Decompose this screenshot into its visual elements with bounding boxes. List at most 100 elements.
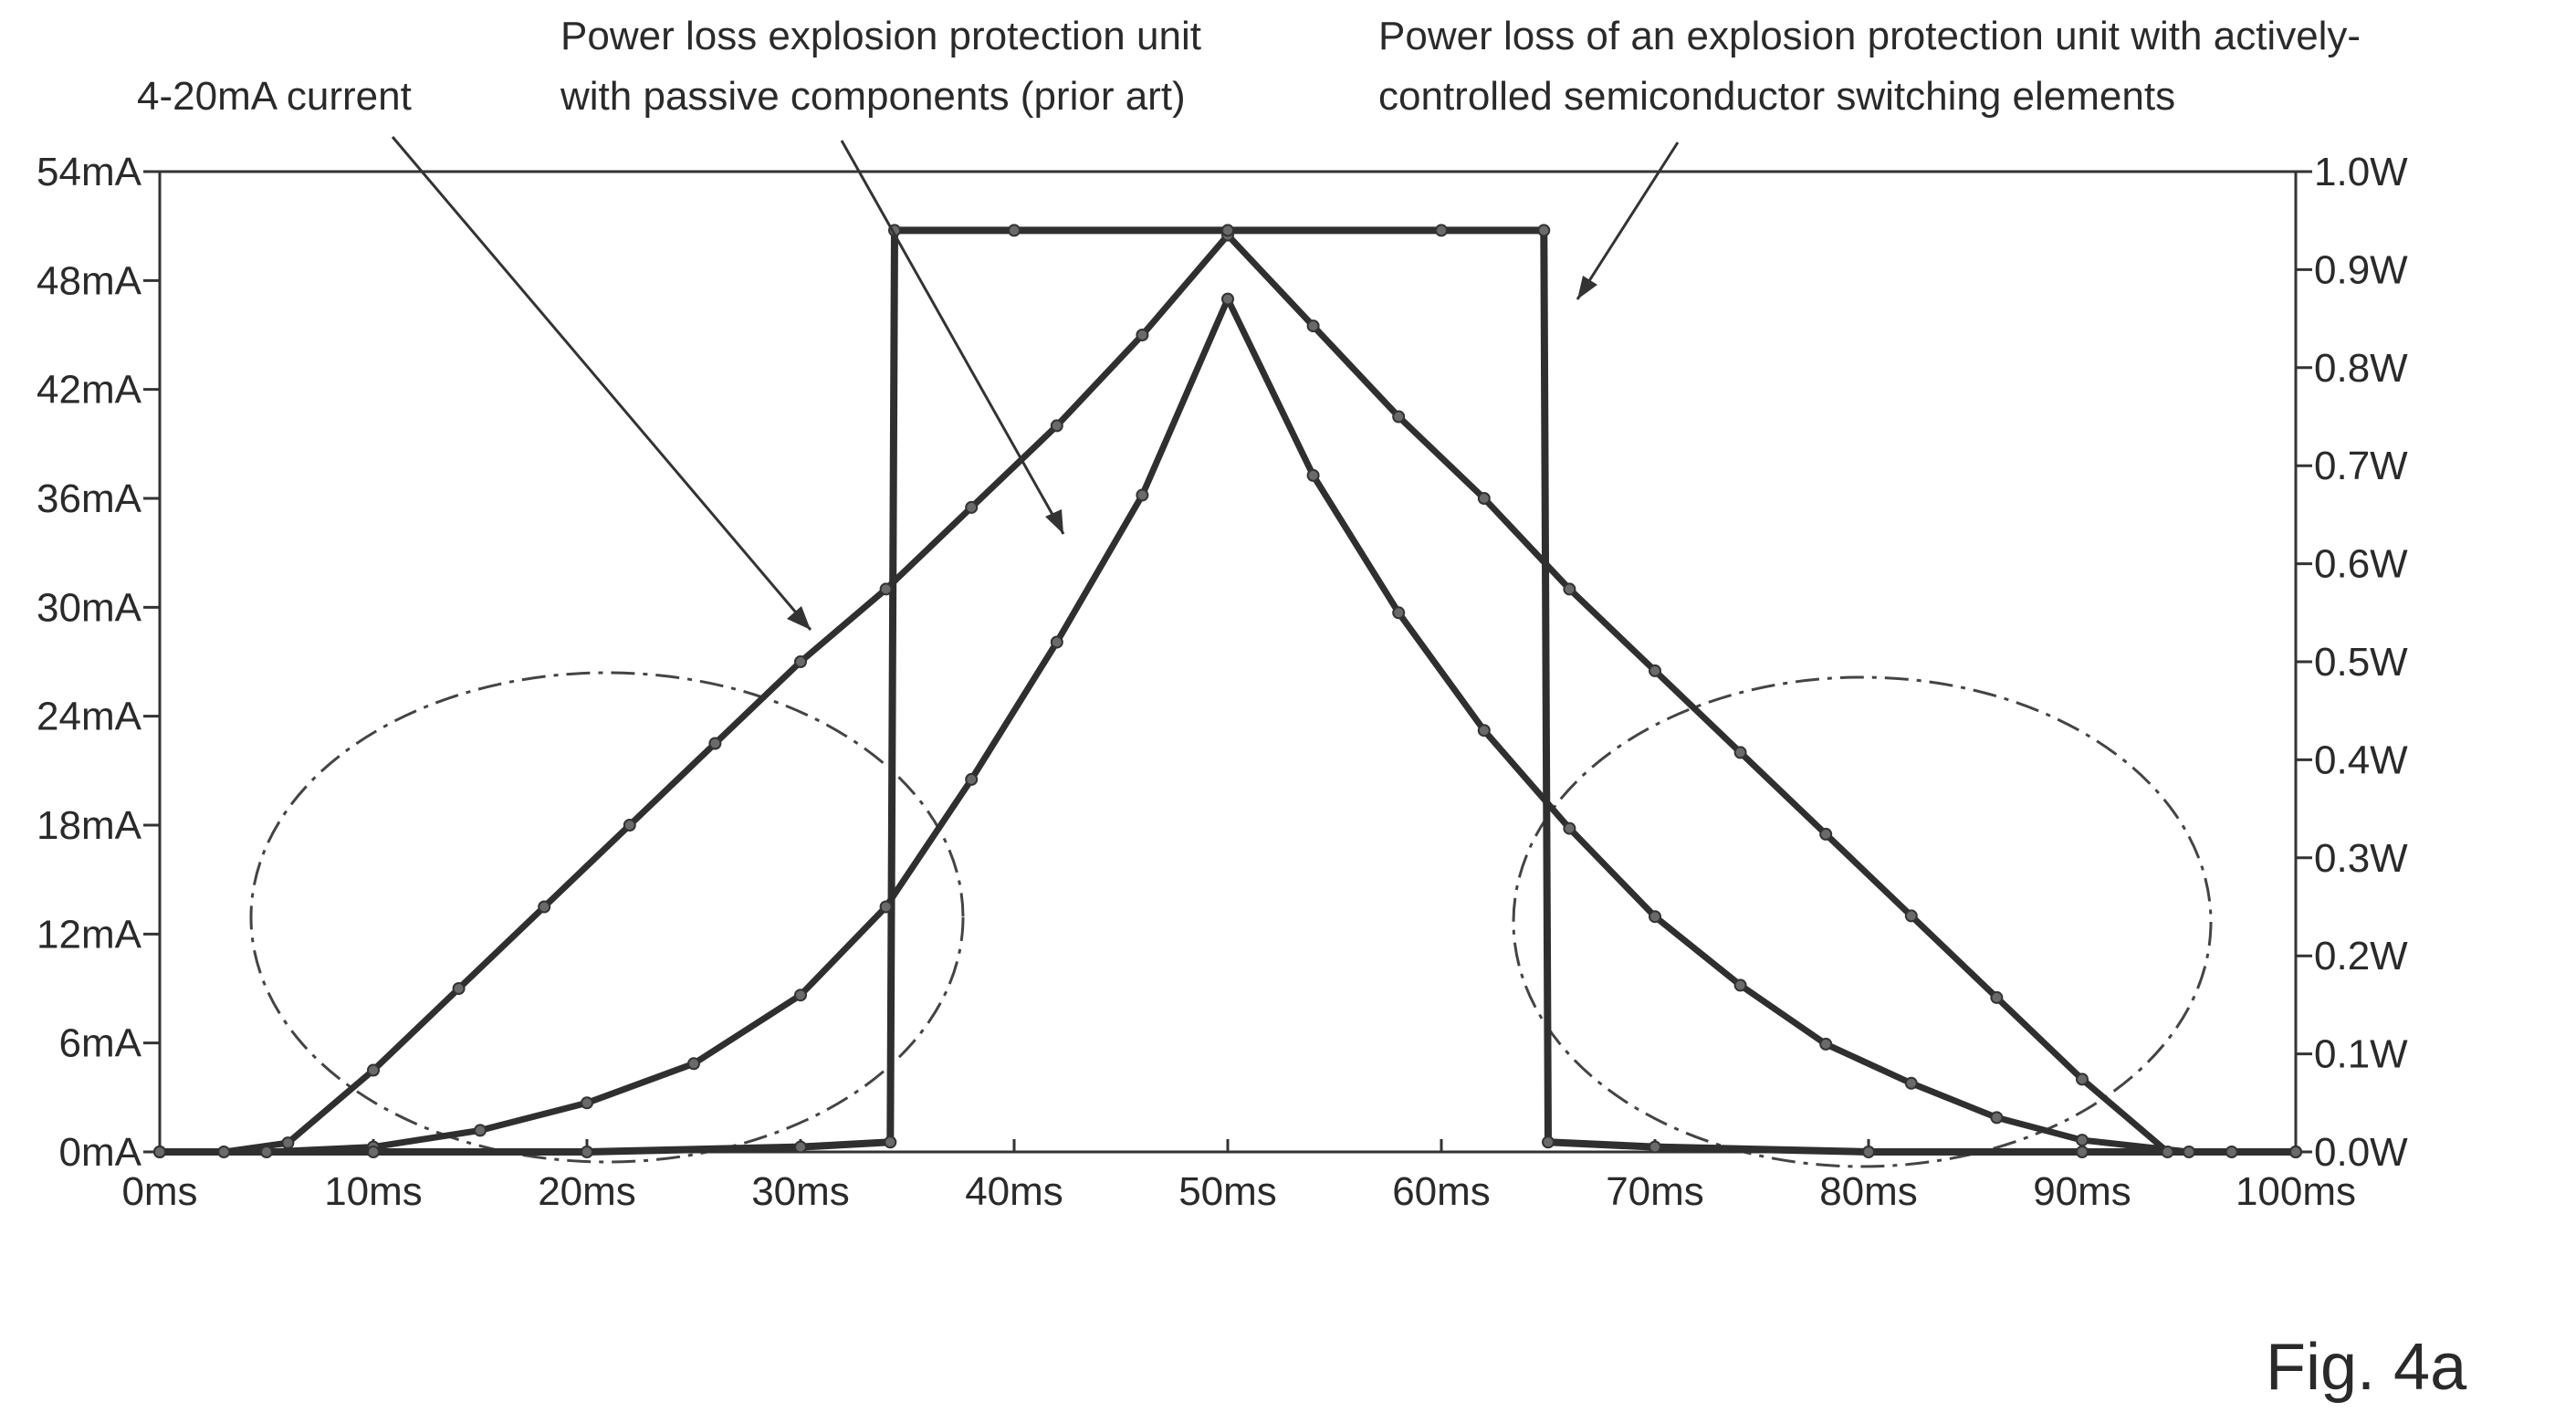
data-point	[2076, 1134, 2089, 1147]
x-tick-label: 0ms	[121, 1169, 197, 1214]
y-left-tick-label: 36mA	[37, 476, 142, 521]
data-point	[2183, 1146, 2195, 1158]
series-current-line	[156, 232, 2299, 1156]
data-point	[1050, 419, 1063, 433]
data-point	[2076, 1146, 2089, 1158]
y-left-tick-label: 24mA	[37, 695, 142, 739]
plot-frame	[158, 170, 2298, 1154]
data-point	[367, 1146, 380, 1158]
y-left-tick-label: 30mA	[37, 585, 142, 630]
y-right-tick-label: 0.8W	[2314, 346, 2408, 391]
data-point	[965, 500, 979, 514]
x-tick-label: 10ms	[324, 1169, 423, 1214]
highlight-ellipses	[249, 671, 2213, 1168]
data-point	[794, 655, 807, 668]
data-point	[1392, 410, 1406, 424]
data-point	[1477, 492, 1491, 505]
data-point	[1904, 909, 1918, 923]
data-point	[965, 772, 979, 786]
data-point	[1649, 910, 1661, 924]
data-point	[708, 737, 722, 750]
data-point	[1306, 468, 1320, 482]
y-right-tick-label: 0.0W	[2314, 1130, 2408, 1175]
data-point	[1990, 1111, 2004, 1125]
annotation-current-pointer	[391, 136, 812, 631]
data-point	[260, 1146, 273, 1158]
y-left-tick-label: 48mA	[37, 258, 142, 303]
annotation-current-arrowhead	[787, 606, 811, 630]
y-left-tick-label: 42mA	[37, 368, 142, 413]
y-right-tick-label: 0.7W	[2314, 444, 2408, 488]
data-point	[2225, 1146, 2238, 1158]
y-right-tick-label: 0.2W	[2314, 934, 2408, 978]
y-right-tick-label: 0.6W	[2314, 542, 2408, 587]
data-point	[581, 1096, 593, 1110]
data-point	[879, 900, 893, 914]
data-point	[367, 1063, 380, 1077]
data-point	[1904, 1076, 1918, 1090]
annotation-active-label-line1: Power loss of an explosion protection un…	[1378, 14, 2361, 58]
y-right-tick-label: 1.0W	[2314, 150, 2408, 194]
y-left-tick-label: 54mA	[37, 150, 142, 194]
annotation-active-arrowhead	[1577, 276, 1597, 299]
annotation-passive-label-line1: Power loss explosion protection unit	[560, 14, 1201, 58]
data-point	[1862, 1146, 1875, 1158]
x-tick-label: 40ms	[965, 1169, 1063, 1214]
y-left-tick-label: 12mA	[37, 912, 142, 957]
x-tick-label: 80ms	[1819, 1169, 1918, 1214]
highlight-ellipse-left	[249, 671, 965, 1164]
data-point	[879, 582, 893, 596]
data-point	[1008, 224, 1021, 237]
data-point	[1221, 292, 1234, 306]
data-point	[1306, 319, 1320, 333]
annotation-active-pointer	[1576, 141, 1680, 300]
series-passive-line	[156, 296, 2299, 1156]
y-left-tick-label: 0mA	[59, 1130, 142, 1175]
y-right-tick-label: 0.5W	[2314, 640, 2408, 685]
data-point	[1649, 664, 1661, 677]
y-right-tick-label: 0.3W	[2314, 836, 2408, 881]
data-point	[687, 1057, 700, 1071]
data-point	[1563, 821, 1576, 835]
x-tick-label: 20ms	[538, 1169, 636, 1214]
data-point	[1477, 724, 1491, 738]
chart-annotations: 4-20mA current Power loss explosion prot…	[137, 14, 2361, 631]
data-point	[1819, 827, 1833, 841]
data-point	[1542, 1135, 1555, 1149]
data-point	[217, 1146, 231, 1158]
data-point	[2289, 1146, 2302, 1158]
data-point	[2076, 1072, 2089, 1086]
data-point	[2161, 1146, 2174, 1158]
data-point	[1733, 746, 1747, 759]
x-tick-label: 30ms	[751, 1169, 850, 1214]
data-point	[1050, 635, 1063, 649]
y-right-tick-label: 0.9W	[2314, 247, 2408, 292]
figure-label: Fig. 4a	[2266, 1331, 2467, 1404]
annotation-current-label: 4-20mA current	[137, 74, 412, 119]
data-point	[884, 1135, 897, 1149]
data-point	[794, 989, 807, 1002]
data-point	[794, 1140, 807, 1154]
data-point	[153, 1146, 166, 1158]
x-tick-label: 100ms	[2236, 1169, 2356, 1214]
data-point	[1537, 224, 1551, 237]
data-point	[1136, 488, 1149, 502]
y-right-tick-label: 0.4W	[2314, 738, 2408, 782]
data-point	[281, 1136, 295, 1150]
y-left-tick-label: 6mA	[59, 1021, 142, 1066]
data-point	[452, 982, 466, 995]
chart-markers	[153, 224, 2302, 1158]
data-point	[1435, 224, 1448, 237]
data-point	[1990, 990, 2004, 1004]
y-right-tick-label: 0.1W	[2314, 1032, 2408, 1077]
data-point	[1819, 1037, 1833, 1051]
highlight-ellipse-right	[1512, 675, 2213, 1168]
annotation-active-label-line2: controlled semiconductor switching eleme…	[1378, 74, 2175, 119]
data-point	[1563, 582, 1576, 596]
x-tick-label: 70ms	[1606, 1169, 1704, 1214]
data-point	[1649, 1140, 1661, 1154]
annotation-passive-arrowhead	[1045, 509, 1063, 534]
data-point	[1733, 978, 1747, 992]
data-point	[1136, 329, 1149, 341]
